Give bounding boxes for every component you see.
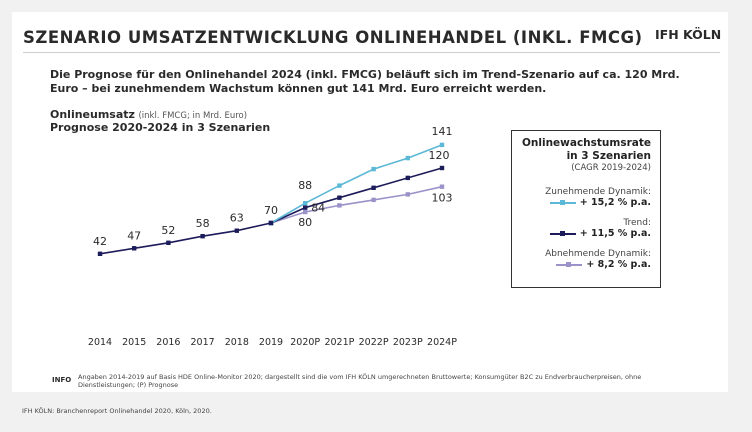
data-label: 88: [298, 179, 312, 192]
data-point: [371, 197, 376, 203]
x-tick-label: 2016: [156, 337, 180, 348]
data-point: [97, 251, 103, 256]
data-point: [371, 185, 376, 190]
brand-logo-text: IFH KÖLN: [655, 27, 722, 42]
x-tick-label: 2014: [88, 337, 112, 348]
legend-marker: [556, 261, 583, 267]
data-point: [405, 175, 410, 181]
chart-subtitle: Onlineumsatz (inkl. FMCG; in Mrd. Euro): [50, 108, 247, 121]
legend-title-2: in 3 Szenarien: [566, 150, 651, 162]
x-tick-label: 2023P: [393, 337, 423, 348]
data-point: [371, 166, 376, 172]
subtitle-note: (inkl. FMCG; in Mrd. Euro): [138, 111, 248, 121]
x-tick-label: 2024P: [427, 337, 457, 348]
x-tick-label: 2022P: [359, 337, 389, 348]
x-tick-label: 2015: [122, 337, 146, 348]
data-point: [303, 209, 308, 215]
series-line: [270, 144, 443, 224]
series-line: [270, 185, 443, 224]
legend-item-value: + 8,2 % p.a.: [586, 259, 651, 270]
data-label: 120: [429, 149, 450, 162]
legend-title-1: Onlinewachstumsrate: [521, 137, 651, 149]
data-label: 103: [432, 192, 453, 205]
x-tick-label: 2018: [225, 337, 249, 348]
source-text: IFH KÖLN: Branchenreport Onlinehandel 20…: [22, 407, 212, 415]
legend-item-name: Zunehmende Dynamik:: [545, 187, 651, 197]
x-tick-label: 2020P: [290, 337, 320, 348]
info-text: Angaben 2014-2019 auf Basis HDE Online-M…: [78, 373, 642, 389]
data-point: [132, 246, 137, 251]
data-label: 58: [196, 217, 210, 230]
series-line: [270, 167, 443, 224]
data-label: 141: [432, 125, 453, 138]
info-label: INFO: [52, 376, 72, 384]
x-tick-label: 2017: [191, 337, 215, 348]
legend-marker: [549, 230, 576, 236]
x-tick-label: 2019: [259, 337, 283, 348]
data-label: 84: [311, 202, 325, 215]
legend-subtitle: (CAGR 2019-2024): [571, 163, 651, 173]
legend-item-value: + 15,2 % p.a.: [579, 197, 651, 208]
title-divider: [23, 52, 720, 53]
page-title: SZENARIO UMSATZENTWICKLUNG ONLINEHANDEL …: [23, 28, 643, 47]
legend-item-value: + 11,5 % p.a.: [579, 228, 651, 239]
legend-item-name: Abnehmende Dynamik:: [545, 249, 651, 259]
legend-marker: [549, 199, 576, 205]
data-point: [166, 240, 171, 245]
legend-item: Zunehmende Dynamik: + 15,2 % p.a.: [516, 187, 651, 208]
legend-box: Onlinewachstumsrate in 3 Szenarien (CAGR…: [511, 130, 661, 288]
data-point: [303, 201, 308, 206]
data-label: 42: [93, 235, 107, 248]
data-label: 47: [127, 229, 141, 242]
x-tick-label: 2021P: [324, 337, 354, 348]
legend-item: Trend: + 11,5 % p.a.: [516, 218, 651, 239]
data-point: [337, 195, 342, 200]
data-point: [439, 165, 445, 171]
data-label: 80: [298, 216, 312, 229]
data-point: [337, 183, 342, 188]
data-point: [234, 228, 239, 233]
intro-text: Die Prognose für den Onlinehandel 2024 (…: [50, 68, 680, 95]
data-point: [303, 205, 308, 210]
data-point: [337, 203, 342, 208]
series-line: [99, 222, 272, 255]
data-point: [268, 220, 274, 226]
data-point: [439, 184, 445, 189]
subtitle-bold: Onlineumsatz: [50, 108, 135, 121]
data-label: 63: [230, 212, 244, 225]
data-point: [405, 155, 410, 161]
data-label: 70: [264, 204, 278, 217]
data-label: 52: [161, 224, 175, 237]
data-point: [200, 234, 205, 239]
data-point: [439, 142, 445, 148]
data-point: [405, 192, 410, 197]
chart-subtitle-2: Prognose 2020-2024 in 3 Szenarien: [50, 121, 271, 134]
legend-item: Abnehmende Dynamik: + 8,2 % p.a.: [516, 249, 651, 270]
legend-item-name: Trend:: [623, 218, 651, 228]
